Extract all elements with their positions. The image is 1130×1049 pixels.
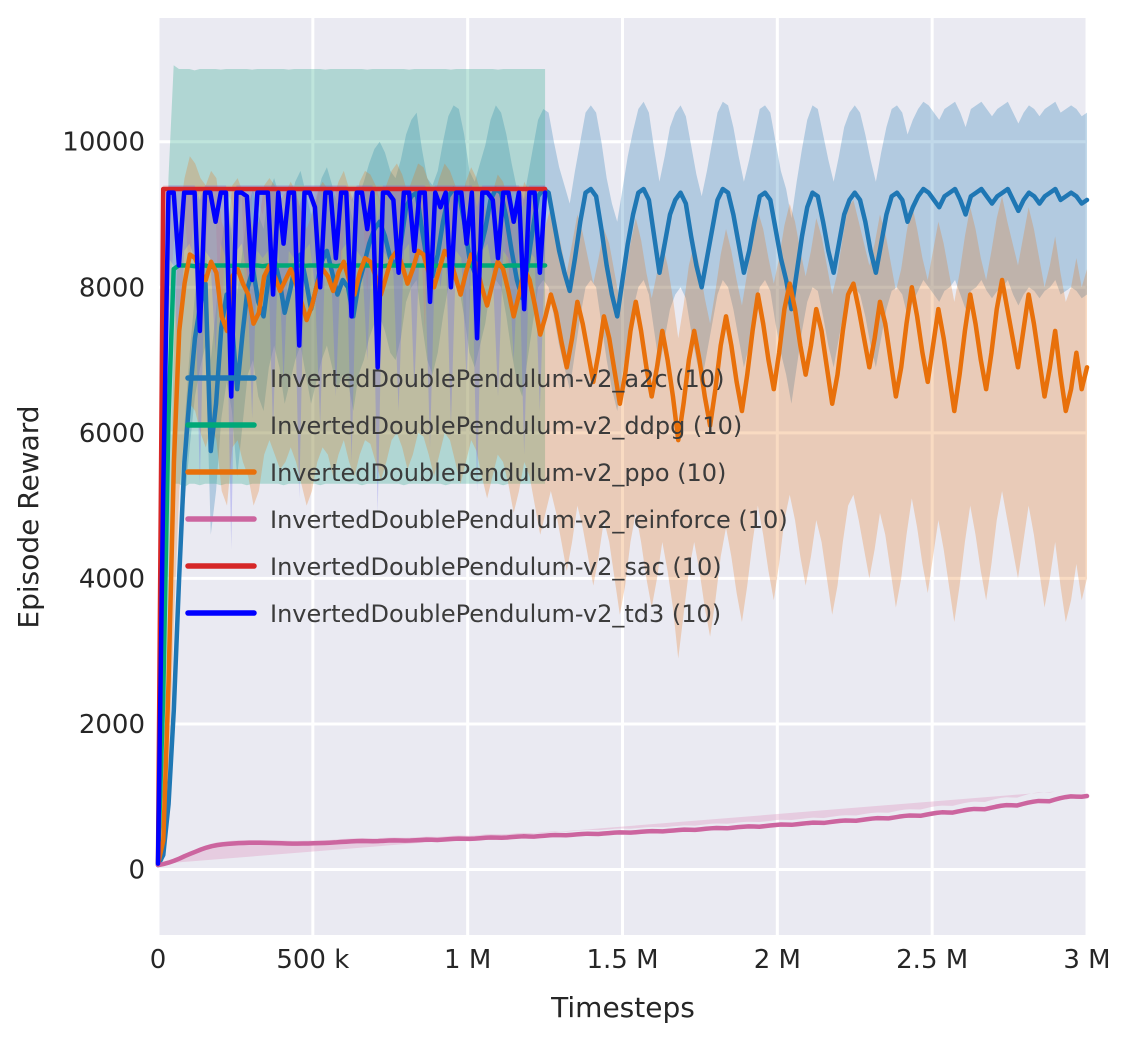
x-tick-label: 2.5 M xyxy=(896,945,968,975)
legend-label: InvertedDoublePendulum-v2_reinforce (10) xyxy=(270,506,788,534)
y-tick-label: 8000 xyxy=(79,273,145,303)
series-line xyxy=(155,248,1090,867)
legend-label: InvertedDoublePendulum-v2_ddpg (10) xyxy=(270,412,742,440)
x-axis-tick-labels: 0 500 k 1 M 1.5 M 2 M 2.5 M 3 M xyxy=(150,945,1111,975)
confidence-band xyxy=(158,156,1087,867)
confidence-band xyxy=(158,101,1087,867)
y-tick-label: 6000 xyxy=(79,419,145,449)
y-axis-tick-labels: 0 2000 4000 6000 8000 10000 xyxy=(62,128,145,886)
x-tick-label: 2 M xyxy=(754,945,801,975)
series-lines xyxy=(155,186,1090,868)
series-line xyxy=(155,793,1090,868)
legend: InvertedDoublePendulum-v2_a2c (10) Invert… xyxy=(185,365,788,628)
confidence-band xyxy=(158,185,546,866)
x-tick-label: 500 k xyxy=(276,945,349,975)
confidence-band xyxy=(158,791,1055,865)
x-tick-label: 3 M xyxy=(1063,945,1110,975)
legend-label: InvertedDoublePendulum-v2_sac (10) xyxy=(270,553,722,581)
y-tick-label: 10000 xyxy=(62,128,145,158)
x-axis-title: Timesteps xyxy=(550,991,695,1024)
legend-label: InvertedDoublePendulum-v2_td3 (10) xyxy=(270,600,721,628)
x-tick-label: 1 M xyxy=(444,945,491,975)
y-tick-label: 0 xyxy=(128,856,145,886)
legend-label: InvertedDoublePendulum-v2_ppo (10) xyxy=(270,459,726,487)
y-tick-label: 4000 xyxy=(79,564,145,594)
legend-label: InvertedDoublePendulum-v2_a2c (10) xyxy=(270,365,724,393)
x-tick-label: 0 xyxy=(150,945,167,975)
y-tick-label: 2000 xyxy=(79,710,145,740)
x-tick-label: 1.5 M xyxy=(586,945,658,975)
series-line xyxy=(155,190,548,866)
y-axis-title: Episode Reward xyxy=(12,405,45,628)
series-line xyxy=(155,186,548,866)
